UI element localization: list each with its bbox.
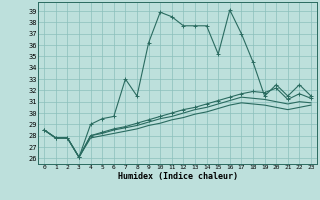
X-axis label: Humidex (Indice chaleur): Humidex (Indice chaleur)	[118, 172, 238, 181]
